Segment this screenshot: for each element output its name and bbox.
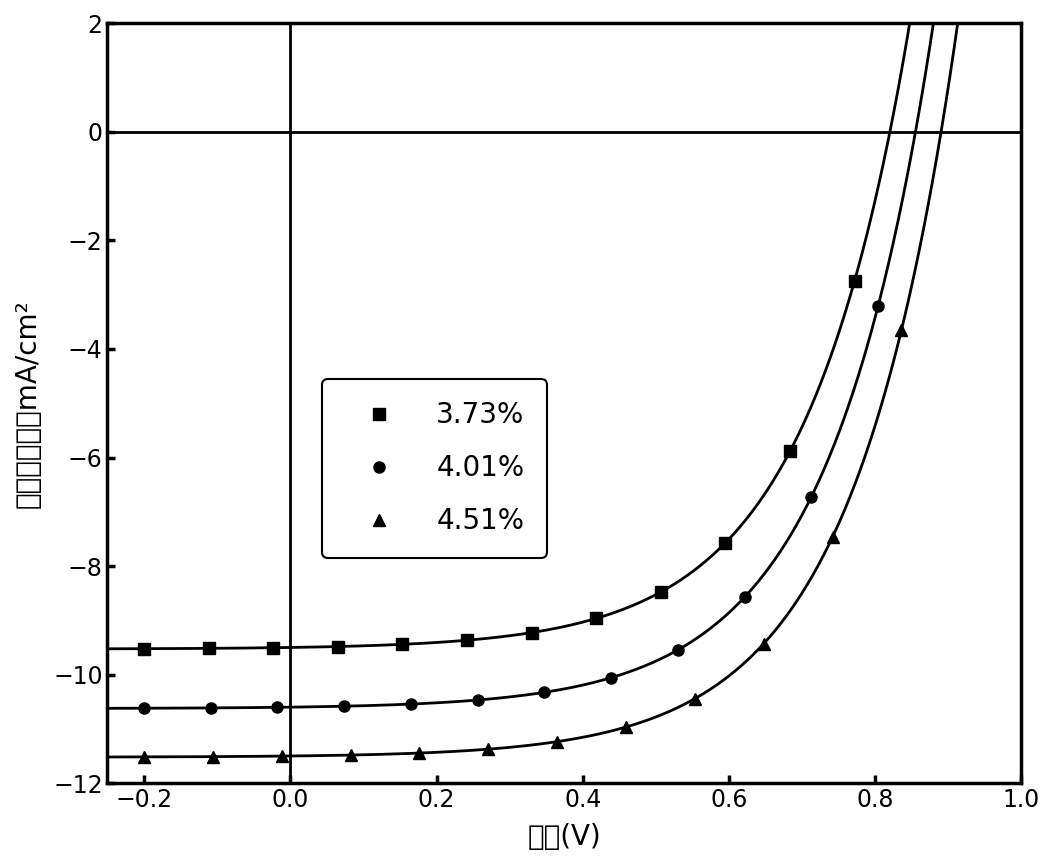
4.51% <box>345 750 357 760</box>
Line: 4.51%: 4.51% <box>138 0 976 762</box>
4.01% <box>805 491 818 502</box>
3.73% <box>396 639 409 650</box>
Line: 4.01%: 4.01% <box>138 0 951 714</box>
4.51% <box>758 638 770 649</box>
4.51% <box>688 694 701 704</box>
3.73% <box>655 586 667 597</box>
4.51% <box>551 736 564 746</box>
3.73% <box>783 446 796 457</box>
4.51% <box>138 752 151 762</box>
4.01% <box>872 301 884 311</box>
4.01% <box>605 672 618 682</box>
3.73% <box>332 641 345 651</box>
4.51% <box>826 532 839 542</box>
Line: 3.73%: 3.73% <box>138 0 924 654</box>
4.01% <box>138 703 151 714</box>
4.01% <box>471 695 484 705</box>
4.51% <box>413 748 426 759</box>
4.01% <box>738 592 750 602</box>
3.73% <box>590 613 603 624</box>
4.51% <box>895 325 907 336</box>
Y-axis label: 短路电流密度mA/cm²: 短路电流密度mA/cm² <box>14 299 42 508</box>
4.01% <box>338 701 351 711</box>
4.01% <box>271 702 284 713</box>
4.51% <box>482 744 494 754</box>
3.73% <box>525 627 538 638</box>
3.73% <box>202 644 215 654</box>
4.01% <box>538 687 550 697</box>
3.73% <box>267 643 279 653</box>
4.51% <box>207 752 219 762</box>
4.51% <box>620 721 632 732</box>
4.01% <box>204 702 217 713</box>
4.01% <box>405 699 417 709</box>
X-axis label: 电压(V): 电压(V) <box>528 823 602 851</box>
3.73% <box>848 276 861 286</box>
3.73% <box>138 644 151 654</box>
4.01% <box>671 644 684 655</box>
3.73% <box>719 538 731 548</box>
3.73% <box>461 635 473 645</box>
4.51% <box>275 751 288 761</box>
Legend: 3.73%, 4.01%, 4.51%: 3.73%, 4.01%, 4.51% <box>323 379 547 558</box>
